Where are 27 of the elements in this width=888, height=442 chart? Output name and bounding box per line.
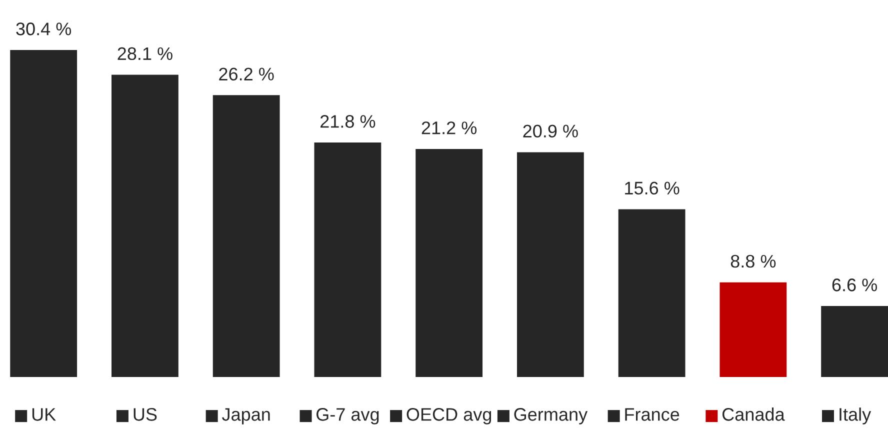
x-tick-label: Canada	[722, 408, 785, 421]
data-label: 28.1 %	[118, 47, 172, 60]
bar	[212, 95, 280, 377]
bar	[10, 50, 78, 377]
x-tick-label: G-7 avg	[316, 408, 379, 424]
bar	[314, 142, 382, 377]
data-label: 30.4 %	[16, 22, 72, 36]
x-tick-label: Germany	[514, 408, 588, 424]
data-label: 6.6 %	[832, 278, 877, 292]
data-label: 20.9 %	[523, 124, 578, 138]
x-tick-label: OECD avg	[406, 408, 492, 424]
data-label: 26.2 %	[219, 68, 274, 80]
bar	[618, 209, 686, 377]
x-tick-label: Italy	[840, 408, 872, 424]
bar	[720, 282, 787, 377]
x-tick-label: US	[134, 408, 157, 421]
bar	[416, 148, 483, 377]
bar	[516, 152, 584, 377]
data-label: 15.6 %	[625, 182, 680, 195]
x-tick-label: UK	[32, 408, 56, 421]
data-label: 21.2 %	[422, 121, 477, 134]
x-tick-label: Japan	[222, 408, 270, 424]
bar	[112, 74, 178, 377]
data-label: 21.8 %	[320, 115, 376, 128]
bar	[821, 306, 888, 377]
x-tick-label: France	[625, 408, 680, 421]
data-label: 8.8 %	[730, 254, 776, 268]
